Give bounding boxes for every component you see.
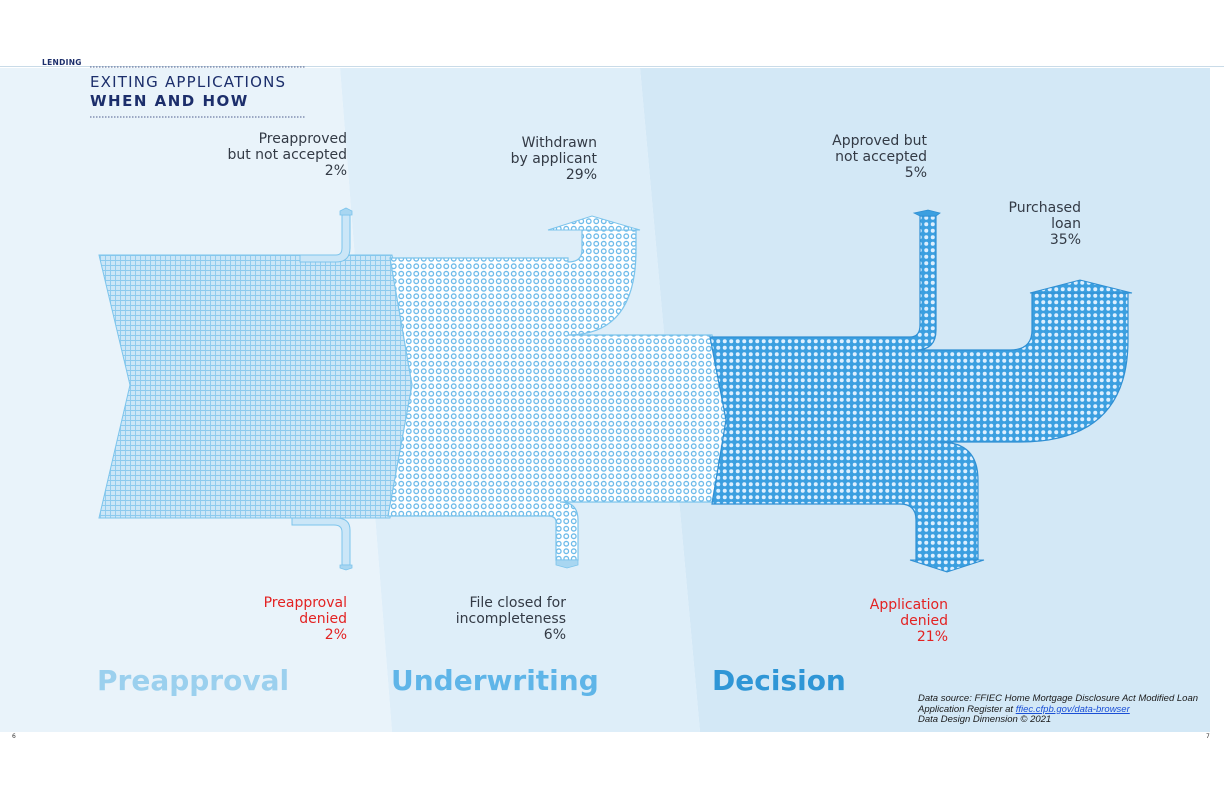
page-number-right: 7 (1206, 733, 1210, 740)
label-withdrawn: Withdrawn by applicant 29% (510, 135, 597, 183)
label-approved-not-accepted: Approved but not accepted 5% (832, 133, 927, 181)
decision-flow (709, 209, 1133, 573)
section-label: LENDING (42, 58, 82, 67)
label-preapproved-not-accepted: Preapproved but not accepted 2% (227, 131, 347, 179)
data-source-note: Data source: FFIEC Home Mortgage Disclos… (918, 693, 1199, 725)
preapproved-not-accepted-branch (299, 207, 353, 263)
page-title-line2: WHEN AND HOW (90, 92, 249, 110)
stage-preapproval: Preapproval (97, 664, 290, 697)
page-title-line1: EXITING APPLICATIONS (90, 73, 287, 91)
preapproval-flow (98, 254, 419, 519)
source-link[interactable]: ffiec.cfpb.gov/data-browser (1015, 703, 1130, 715)
stage-decision: Decision (712, 664, 846, 697)
label-purchased-loan: Purchased loan 35% (1008, 200, 1081, 248)
label-application-denied: Application denied 21% (869, 597, 948, 645)
label-file-closed: File closed for incompleteness 6% (455, 595, 566, 643)
preapproval-denied-branch (291, 517, 353, 571)
stage-underwriting: Underwriting (391, 664, 599, 697)
page-number-left: 6 (12, 733, 16, 740)
underwriting-flow (387, 215, 729, 569)
label-preapproval-denied: Preapproval denied 2% (263, 595, 347, 643)
